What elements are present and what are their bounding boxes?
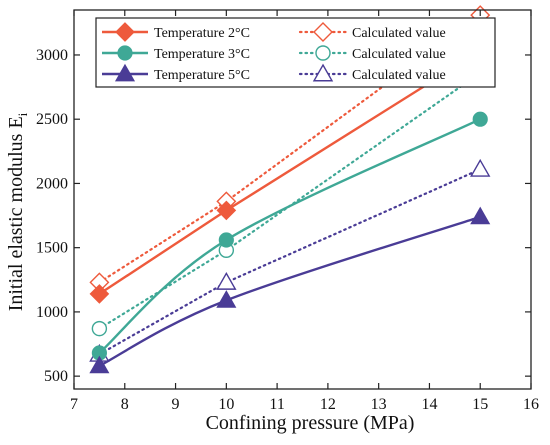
x-tick-label: 14 (421, 396, 437, 413)
plot-area (89, 5, 491, 374)
legend-label: Calculated value (352, 68, 446, 83)
legend-item: Calculated value (298, 45, 446, 62)
legend-marker (115, 22, 135, 42)
legend-label: Temperature 5°C (154, 68, 250, 83)
x-axis-title: Confining pressure (MPa) (206, 412, 415, 434)
legend: Temperature 2°C Calculated value Temperatu… (95, 17, 496, 88)
x-tick-label: 7 (70, 396, 78, 413)
y-tick-label: 2000 (36, 175, 68, 192)
x-tick-label: 15 (472, 396, 488, 413)
legend-item: Calculated value (298, 63, 446, 83)
legend-box (95, 17, 496, 88)
series-3 (91, 65, 488, 337)
legend-marker (315, 45, 331, 61)
data-point (472, 111, 488, 127)
data-point (216, 290, 237, 308)
legend-item: Temperature 2°C (102, 22, 250, 42)
data-point (216, 271, 237, 290)
legend-marker (114, 63, 136, 82)
legend-label: Calculated value (352, 47, 446, 62)
legend-label: Calculated value (352, 26, 446, 41)
x-tick-label: 12 (320, 396, 336, 413)
x-tick-label: 16 (523, 396, 539, 413)
plot-frame (73, 9, 532, 390)
y-tick-label: 1500 (36, 240, 68, 257)
x-tick-label: 13 (371, 396, 387, 413)
series-line (98, 71, 482, 330)
axis-ticks: 7 8 9 10 11 12 13 14 15 16 500 1000 1500 2000 2500 3000 (36, 9, 539, 413)
x-tick-label: 8 (121, 396, 129, 413)
y-axis-title-subscript: i (15, 112, 30, 116)
series-2 (91, 111, 488, 361)
x-tick-label: 11 (269, 396, 284, 413)
y-tick-label: 500 (44, 368, 68, 385)
x-tick-label: 10 (218, 396, 234, 413)
legend-item: Temperature 5°C (102, 63, 250, 83)
legend-label: Temperature 3°C (154, 47, 250, 62)
legend-marker (313, 22, 333, 42)
series-4 (89, 206, 491, 374)
y-tick-label: 2500 (36, 111, 68, 128)
data-point (89, 284, 110, 304)
data-point (216, 200, 237, 221)
legend-marker (117, 45, 133, 61)
legend-label: Temperature 2°C (154, 26, 250, 41)
series-line (98, 215, 481, 367)
data-point (91, 320, 108, 337)
data-point (89, 355, 110, 374)
y-axis-title: Initial elastic modulus Ei (5, 112, 30, 311)
y-tick-label: 3000 (36, 47, 68, 64)
data-point (470, 158, 491, 177)
legend-marker (312, 63, 334, 82)
legend-item: Calculated value (298, 22, 446, 42)
data-point (218, 232, 234, 248)
x-tick-label: 9 (172, 396, 180, 413)
data-point (470, 206, 491, 225)
series-line (98, 168, 482, 356)
y-axis-title-main: Initial elastic modulus E (5, 116, 27, 311)
y-tick-label: 1000 (36, 304, 68, 321)
legend-item: Temperature 3°C (102, 45, 250, 62)
